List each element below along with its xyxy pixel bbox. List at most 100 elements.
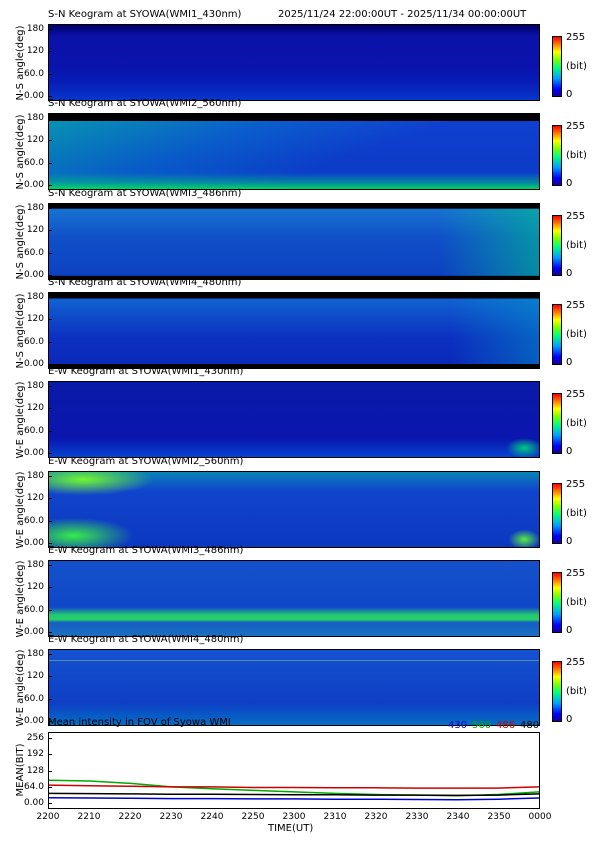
series-line-486 [49,784,539,789]
legend-entry-430: 430 [448,720,468,731]
keogram-ytick-mark [48,29,52,30]
line-chart-ytick-mark [48,754,52,756]
keogram-image [48,24,540,101]
keogram-ytick: 0.00 [23,180,44,190]
keogram-ytick: 0.00 [23,716,44,726]
keogram-ytick-mark [48,543,52,544]
colorbar-min-label: 0 [566,178,573,189]
time-range-header: 2025/11/24 22:00:00UT - 2025/11/34 00:00… [278,9,527,20]
colorbar-unit-label: (bit) [566,596,587,608]
keogram-image [48,649,540,726]
keogram-ytick-mark [48,96,52,97]
keogram-image [48,560,540,637]
keogram-ytick-mark [48,430,52,432]
line-chart-xtick: 2300 [282,812,306,822]
keogram-ytick: 120 [26,135,44,146]
line-chart-xtick: 2230 [159,812,183,822]
line-chart-xtick: 2340 [446,812,470,822]
keogram-ytick-mark [48,698,52,700]
colorbar [552,661,562,722]
series-line-430 [49,796,539,801]
keogram-ytick: 0.00 [23,270,44,280]
keogram-ytick-mark [48,185,52,186]
colorbar [552,304,562,365]
keogram-ytick-mark [48,408,52,410]
keogram-title: E-W Keogram at SYOWA(WMI2_560nm) [48,456,244,467]
keogram-title: S-N Keogram at SYOWA(WMI3_486nm) [48,188,242,199]
keogram-ytick: 120 [26,314,44,325]
colorbar-max-label: 255 [566,32,586,43]
colorbar-unit-label: (bit) [566,685,587,697]
line-chart-xtick: 2200 [36,812,60,822]
keogram-ytick: 60.0 [23,68,44,79]
keogram-ytick-mark [48,230,52,232]
keogram-ytick-mark [48,140,52,142]
colorbar-unit-label: (bit) [566,417,587,429]
line-chart-xtick: 2210 [77,812,101,822]
colorbar [552,125,562,186]
line-chart-xtick: 2320 [364,812,388,822]
keogram-image [48,203,540,280]
keogram-ytick: 120 [26,671,44,682]
keogram-title: S-N Keogram at SYOWA(WMI2_560nm) [48,98,242,109]
colorbar [552,572,562,633]
keogram-ytick-mark [48,341,52,343]
keogram-ytick-mark [48,386,52,387]
keogram-ytick: 60.0 [23,693,44,704]
keogram-ytick: 0.00 [23,359,44,369]
keogram-ytick-mark [48,275,52,276]
keogram-title: E-W Keogram at SYOWA(WMI1_430nm) [48,366,244,377]
line-chart-xtick: 2220 [118,812,142,822]
keogram-image [48,113,540,190]
line-chart-ytick-mark [48,770,52,772]
keogram-ytick: 180 [26,24,44,34]
line-chart-ytick-mark [48,786,52,788]
keogram-ytick: 180 [26,471,44,481]
keogram-ytick-mark [48,565,52,566]
keogram-ytick-mark [48,587,52,589]
line-chart-xtick: 2240 [200,812,224,822]
line-chart-title: Mean intensity in FOV of Syowa WMI [48,717,231,728]
line-chart-ytick-mark [48,738,52,739]
line-chart-ytick-mark [48,803,52,804]
keogram-ytick-mark [48,51,52,53]
line-chart-ytick: 256 [26,733,44,743]
keogram-ytick: 0.00 [23,627,44,637]
legend-entry-486: 486 [496,720,516,731]
keogram-ytick: 180 [26,203,44,213]
keogram-title: S-N Keogram at SYOWA(WMI1_430nm) [48,9,242,20]
keogram-ytick-mark [48,319,52,321]
keogram-title: E-W Keogram at SYOWA(WMI4_480nm) [48,634,244,645]
keogram-ytick-mark [48,208,52,209]
keogram-ytick: 60.0 [23,604,44,615]
keogram-ytick-mark [48,476,52,477]
legend-entry-480: 480 [520,720,540,731]
line-chart-svg [49,779,539,801]
colorbar-max-label: 255 [566,389,586,400]
keogram-ytick-mark [48,520,52,522]
keogram-ytick: 60.0 [23,515,44,526]
keogram-ytick: 120 [26,582,44,593]
keogram-ytick-mark [48,73,52,75]
colorbar-unit-label: (bit) [566,507,587,519]
keogram-ytick: 60.0 [23,425,44,436]
keogram-ytick-mark [48,654,52,655]
keogram-ytick: 120 [26,46,44,57]
colorbar-max-label: 255 [566,211,586,222]
keogram-image [48,292,540,369]
keogram-title: E-W Keogram at SYOWA(WMI3_486nm) [48,545,244,556]
line-chart-xtick: 2250 [241,812,265,822]
colorbar-unit-label: (bit) [566,239,587,251]
colorbar [552,393,562,454]
keogram-ytick: 180 [26,113,44,123]
colorbar-min-label: 0 [566,446,573,457]
colorbar-unit-label: (bit) [566,60,587,72]
keogram-ytick: 0.00 [23,448,44,458]
colorbar-max-label: 255 [566,479,586,490]
keogram-ytick: 180 [26,292,44,302]
keogram-ytick-mark [48,498,52,500]
line-chart-xtick: 2310 [323,812,347,822]
keogram-ytick: 180 [26,560,44,570]
keogram-ytick-mark [48,252,52,254]
